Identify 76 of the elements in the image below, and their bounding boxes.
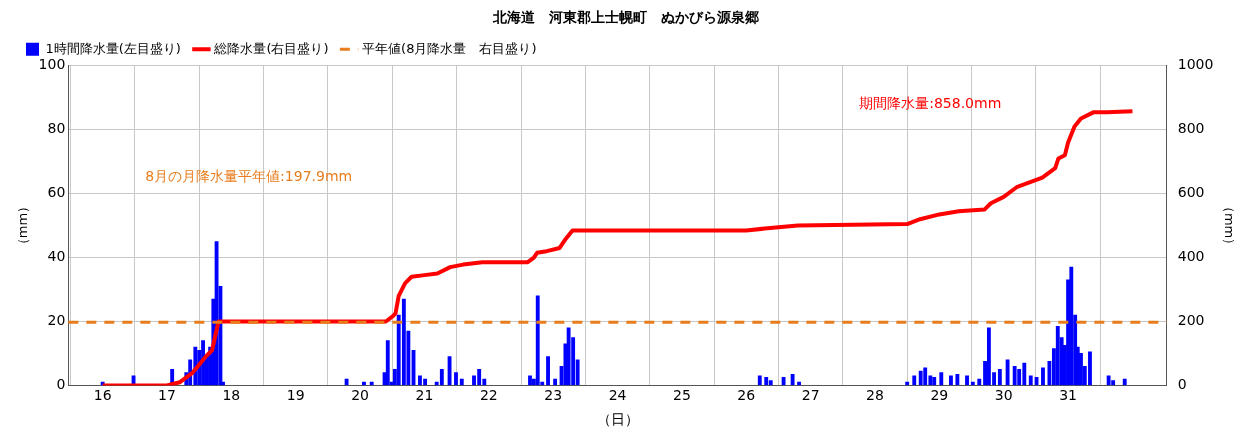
bar bbox=[923, 367, 928, 386]
bar bbox=[439, 369, 444, 386]
x-tick-label: 20 bbox=[351, 387, 370, 404]
y-tick-label: 100 bbox=[38, 56, 66, 73]
y-axis-title: （mm） bbox=[15, 199, 31, 252]
bar bbox=[1005, 359, 1010, 386]
bar bbox=[918, 370, 923, 386]
x-tick-label: 26 bbox=[737, 387, 756, 404]
x-tick-label: 31 bbox=[1059, 387, 1077, 404]
bar bbox=[997, 369, 1002, 386]
bar bbox=[977, 378, 982, 386]
bar bbox=[454, 372, 458, 386]
x-tick-label: 25 bbox=[672, 387, 691, 404]
bar bbox=[949, 375, 953, 386]
x-tick-label: 18 bbox=[222, 387, 241, 404]
bar bbox=[905, 381, 910, 386]
bar bbox=[401, 298, 406, 386]
y2-tick-label: 400 bbox=[1177, 248, 1205, 265]
x-tick-label: 24 bbox=[608, 387, 627, 404]
legend-label: 1時間降水量(左目盛り) bbox=[45, 40, 181, 56]
bar bbox=[955, 373, 960, 386]
annotation: 期間降水量:858.0mm bbox=[859, 94, 1002, 111]
bar bbox=[385, 340, 390, 386]
bar bbox=[965, 375, 969, 386]
bar bbox=[797, 381, 801, 386]
legend-label: 総降水量(右目盛り) bbox=[213, 40, 329, 56]
bar bbox=[764, 377, 769, 386]
bar bbox=[362, 381, 366, 386]
bar bbox=[912, 375, 917, 386]
bar bbox=[781, 377, 786, 386]
x-tick-label: 22 bbox=[479, 387, 498, 404]
x-tick-label: 17 bbox=[158, 387, 176, 404]
y2-tick-label: 1000 bbox=[1177, 56, 1214, 73]
bar bbox=[459, 378, 464, 386]
bar bbox=[1041, 367, 1045, 386]
bar bbox=[768, 380, 773, 386]
bar bbox=[1069, 266, 1074, 386]
y-tick-label: 60 bbox=[47, 184, 66, 201]
x-tick-label: 19 bbox=[286, 387, 305, 404]
x-tick-label: 29 bbox=[930, 387, 949, 404]
y2-tick-label: 0 bbox=[1177, 376, 1187, 393]
x-tick-label: 27 bbox=[801, 387, 820, 404]
bar bbox=[528, 375, 532, 386]
bar bbox=[790, 373, 795, 386]
x-tick-label: 23 bbox=[544, 387, 563, 404]
bar bbox=[757, 375, 762, 386]
bar bbox=[344, 378, 349, 386]
bar bbox=[1106, 375, 1111, 386]
bar bbox=[939, 372, 944, 386]
y2-tick-label: 200 bbox=[1177, 312, 1205, 329]
bar bbox=[1122, 378, 1127, 386]
y2-axis-title: （mm） bbox=[1221, 199, 1237, 252]
bar bbox=[970, 381, 975, 386]
chart-title: 北海道 河東郡上士幌町 ぬかびら源泉郷 bbox=[492, 9, 759, 26]
annotation: 8月の月降水量平年値:197.9mm bbox=[145, 168, 353, 185]
x-axis-title: （日） bbox=[596, 411, 639, 428]
x-tick-label: 16 bbox=[93, 387, 112, 404]
bar bbox=[1012, 365, 1017, 386]
y2-tick-label: 600 bbox=[1177, 184, 1205, 201]
bar bbox=[553, 378, 558, 386]
bar bbox=[546, 356, 550, 386]
y2-tick-label: 800 bbox=[1177, 120, 1205, 137]
x-tick-label: 21 bbox=[415, 387, 434, 404]
bar bbox=[932, 377, 937, 386]
bar bbox=[535, 295, 540, 386]
bar bbox=[369, 381, 374, 386]
x-tick-label: 30 bbox=[994, 387, 1013, 404]
bar bbox=[1055, 325, 1060, 386]
x-tick-label: 28 bbox=[866, 387, 884, 404]
y-tick-label: 0 bbox=[56, 376, 66, 393]
legend-label: 平年値(8月降水量 右目盛り) bbox=[362, 40, 537, 56]
bar bbox=[1028, 375, 1033, 386]
y-tick-label: 20 bbox=[47, 312, 66, 329]
y-tick-label: 40 bbox=[47, 248, 66, 265]
y-tick-label: 80 bbox=[47, 120, 66, 137]
bar bbox=[566, 327, 571, 386]
